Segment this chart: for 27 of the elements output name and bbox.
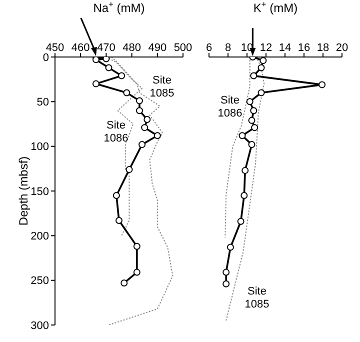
y-tick-label: 50 <box>36 96 49 109</box>
y-tick-label: 250 <box>30 275 49 288</box>
series-label: Site 1086 <box>104 120 128 144</box>
x-tick-label: 8 <box>224 42 232 54</box>
x-axis-title: Na$^{+}$ (mM) <box>93 0 145 15</box>
x-tick-label: 6 <box>206 42 212 54</box>
x-tick-label: 12 <box>260 42 272 54</box>
x-tick-label: 14 <box>278 42 292 54</box>
y-tick-label: 200 <box>30 230 49 243</box>
series-label: Site 1085 <box>244 286 270 310</box>
x-tick-label: 18 <box>316 42 330 54</box>
x-tick-label: 20 <box>336 42 348 54</box>
x-axis-title: K$^{+}$ (mM) <box>253 0 298 15</box>
x-tick-label: 490 <box>148 42 167 54</box>
x-tick-label: 500 <box>174 42 192 54</box>
x-tick-label: 480 <box>122 42 141 54</box>
series-label: Site 1085 <box>150 74 174 100</box>
y-tick-label: 300 <box>30 320 49 332</box>
y-tick-label: 100 <box>30 141 49 154</box>
y-tick-label: 0 <box>42 52 49 64</box>
series-label: Site 1086 <box>218 94 242 120</box>
x-tick-label: 450 <box>46 42 64 54</box>
x-tick-label: 16 <box>298 42 310 54</box>
y-axis-title: Depth (mbsf) <box>16 156 30 226</box>
x-tick-label: 470 <box>97 42 116 54</box>
y-tick-label: 150 <box>30 186 49 198</box>
x-tick-label: 460 <box>71 42 90 54</box>
